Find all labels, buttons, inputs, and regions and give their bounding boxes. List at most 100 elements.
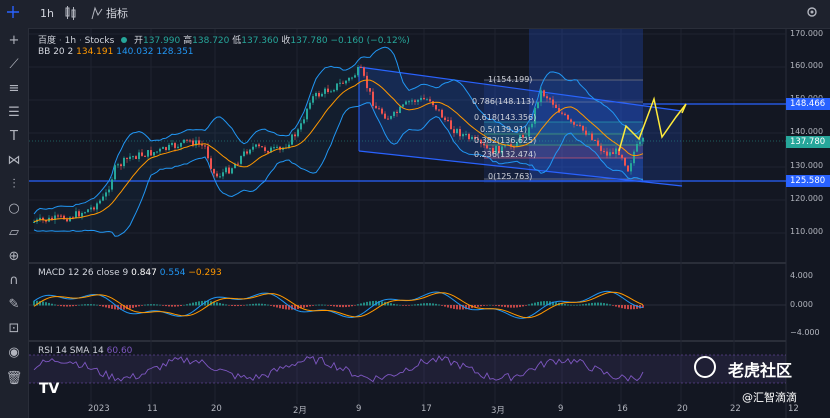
candle-body [438, 109, 440, 111]
candle-body [594, 139, 596, 141]
candle-body [474, 136, 476, 139]
macd-histogram-bar [642, 305, 644, 308]
candle-body [105, 192, 107, 197]
chart-style-candle-icon[interactable] [64, 5, 78, 23]
interval-button[interactable]: 1h [40, 7, 54, 20]
indicators-button[interactable]: 指标 [106, 7, 128, 20]
bb-legend[interactable]: BB 20 2 134.191 140.032 128.351 [38, 47, 194, 57]
shapes-icon[interactable]: ○ [8, 200, 20, 216]
macd-histogram-bar [624, 305, 626, 309]
macd-histogram-bar [213, 301, 215, 306]
macd-histogram-bar [207, 300, 209, 306]
macd-histogram-bar [576, 304, 578, 306]
candle-body [180, 142, 182, 147]
macd-histogram-bar [393, 303, 395, 306]
fib-icon[interactable]: ☰ [8, 104, 20, 120]
macd-histogram-bar [561, 303, 563, 306]
candle-body [219, 176, 221, 178]
candle-body [45, 220, 47, 222]
macd-histogram-bar [630, 305, 632, 310]
candle-body [246, 151, 248, 154]
text-icon[interactable]: T [10, 128, 18, 144]
symbol-name[interactable]: 百度 [38, 36, 57, 46]
macd-histogram-bar [156, 304, 158, 306]
fib-label-0786: 0.786(148.113) [472, 97, 535, 106]
macd-histogram-bar [246, 304, 248, 306]
macd-histogram-bar [489, 304, 491, 306]
candle-body [450, 120, 452, 130]
candle-body [321, 93, 323, 97]
rsi-legend[interactable]: RSI 14 SMA 14 60.60 [38, 346, 132, 356]
macd-histogram-bar [420, 303, 422, 306]
candle-body [624, 157, 626, 166]
stay-drawing-icon[interactable]: ✎ [8, 296, 20, 312]
macd-histogram-bar [525, 305, 527, 306]
descending-channel[interactable] [358, 66, 683, 187]
pattern-icon[interactable]: ⋈ [7, 152, 21, 168]
prediction-icon[interactable]: ⫶ [12, 176, 16, 192]
candle-body [483, 143, 485, 146]
fib-label-0236: 0.236(132.474) [474, 150, 537, 159]
candle-body [357, 67, 359, 76]
macd-histogram-bar [171, 305, 173, 307]
candle-body [150, 150, 152, 156]
candle-body [366, 75, 368, 89]
macd-histogram-bar [90, 304, 92, 306]
candle-body [165, 147, 167, 150]
candle-body [540, 90, 542, 103]
candle-body [78, 211, 80, 217]
macd-histogram-bar [360, 303, 362, 306]
candle-body [240, 156, 242, 164]
price-axis-label: 130.000 [790, 161, 824, 170]
candle-body [351, 77, 353, 79]
horizontal-lines-icon[interactable]: ≡ [8, 80, 20, 96]
macd-histogram-bar [45, 302, 47, 306]
indicators-icon[interactable] [90, 5, 104, 23]
macd-histogram-bar [150, 304, 152, 306]
zoom-icon[interactable]: ⊕ [8, 248, 20, 264]
ruler-icon[interactable]: ▱ [9, 224, 19, 240]
candle-body [126, 157, 128, 159]
macd-line: 0.554 [159, 268, 186, 278]
crosshair-icon[interactable]: + [8, 32, 20, 48]
price-chart[interactable]: TV [29, 29, 830, 418]
candle-body [159, 148, 161, 152]
macd-histogram-bar [81, 304, 83, 306]
candle-body [414, 100, 416, 102]
support-price-tag: 125.580 [786, 175, 830, 187]
visibility-icon[interactable]: ◉ [8, 344, 20, 360]
candle-body [396, 111, 398, 113]
candle-body [114, 165, 116, 180]
candle-body [525, 136, 527, 138]
projection-path[interactable] [618, 96, 687, 152]
settings-icon[interactable] [805, 5, 819, 23]
price-axis-label: 110.000 [790, 227, 824, 236]
symbol-search-icon[interactable] [6, 5, 20, 23]
macd-histogram-bar [312, 305, 314, 306]
macd-histogram-bar [495, 305, 497, 306]
candle-body [333, 90, 335, 92]
macd-histogram-bar [516, 305, 518, 308]
macd-histogram-bar [510, 305, 512, 308]
candle-body [261, 146, 263, 148]
trend-line-icon[interactable]: ⟋ [9, 56, 19, 72]
watermark-user: @汇智滴滴 [742, 391, 797, 404]
candle-body [432, 101, 434, 106]
macd-histogram-bar [336, 305, 338, 307]
macd-histogram-bar [342, 305, 344, 308]
candle-body [627, 165, 629, 172]
macd-histogram-bar [228, 305, 230, 306]
candle-body [642, 137, 644, 142]
macd-axis-label: 4.000 [790, 271, 813, 280]
macd-legend[interactable]: MACD 12 26 close 9 0.847 0.554 −0.293 [38, 268, 222, 278]
high-label: 高 [183, 36, 193, 46]
trash-icon[interactable]: 🗑 [5, 370, 23, 386]
macd-histogram-bar [462, 305, 464, 310]
candle-body [315, 92, 317, 97]
magnet-icon[interactable]: ∩ [9, 272, 19, 288]
candle-body [57, 215, 59, 217]
lock-icon[interactable]: ⊡ [8, 320, 20, 336]
symbol-exchange: Stocks [84, 36, 115, 46]
macd-histogram-bar [450, 305, 452, 309]
macd-histogram-bar [345, 305, 347, 308]
